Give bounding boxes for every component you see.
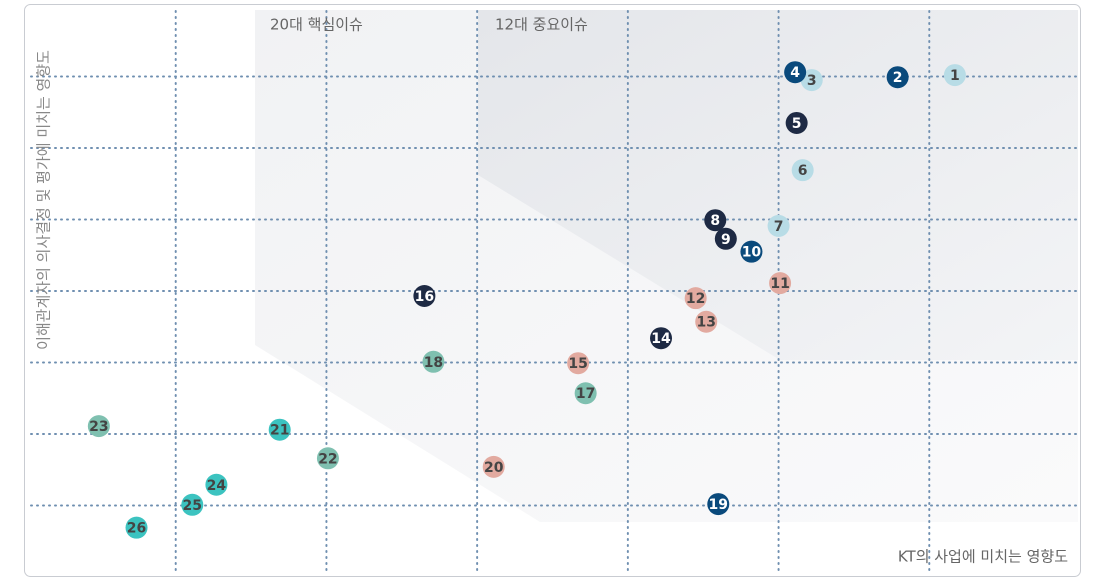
point-label: 15 [568,356,587,372]
point [567,352,590,375]
point-label: 7 [774,219,784,235]
point [268,418,291,441]
point-label: 8 [710,213,720,229]
point-label: 12 [686,291,705,307]
point-label: 1 [950,68,960,84]
point [650,327,673,350]
point [800,69,823,92]
point-label: 9 [721,232,731,248]
point [943,64,966,87]
point [205,473,228,496]
point-label: 14 [651,331,671,347]
point [767,214,790,237]
point [181,493,204,516]
point [695,310,718,333]
point-label: 11 [770,276,789,292]
point [769,272,792,295]
point-label: 22 [318,451,337,467]
x-axis-label: KT의 사업에 미치는 영향도 [898,548,1068,566]
point-label: 21 [270,423,289,439]
zone-label: 12대 중요이슈 [495,16,588,34]
point-label: 16 [415,289,434,305]
point-label: 13 [696,315,715,331]
point-label: 26 [127,521,146,537]
zone-label: 20대 핵심이슈 [270,16,363,34]
point-label: 17 [576,386,595,402]
point-label: 10 [742,245,762,261]
point [125,516,148,539]
point [413,285,436,308]
point [707,493,730,516]
point-label: 19 [709,497,728,513]
point-label: 3 [807,73,817,89]
point [87,415,110,438]
point-label: 25 [183,498,202,514]
point [316,447,339,470]
point-label: 18 [424,355,443,371]
point [684,287,707,310]
point-label: 4 [790,65,800,81]
point-label: 6 [798,163,808,179]
point-label: 5 [792,116,802,132]
y-axis-label: 이해관계자의 의사결정 및 평가에 미치는 영향도 [35,50,53,350]
point [714,227,737,250]
point-label: 20 [484,460,504,476]
point [791,159,814,182]
point [784,61,807,84]
point [704,209,727,232]
point [422,350,445,373]
point [740,240,763,263]
point [886,66,909,89]
point [785,111,808,134]
point [482,455,505,478]
point-label: 24 [207,478,227,494]
point [574,382,597,405]
point-label: 2 [893,70,903,86]
point-label: 23 [89,419,108,435]
